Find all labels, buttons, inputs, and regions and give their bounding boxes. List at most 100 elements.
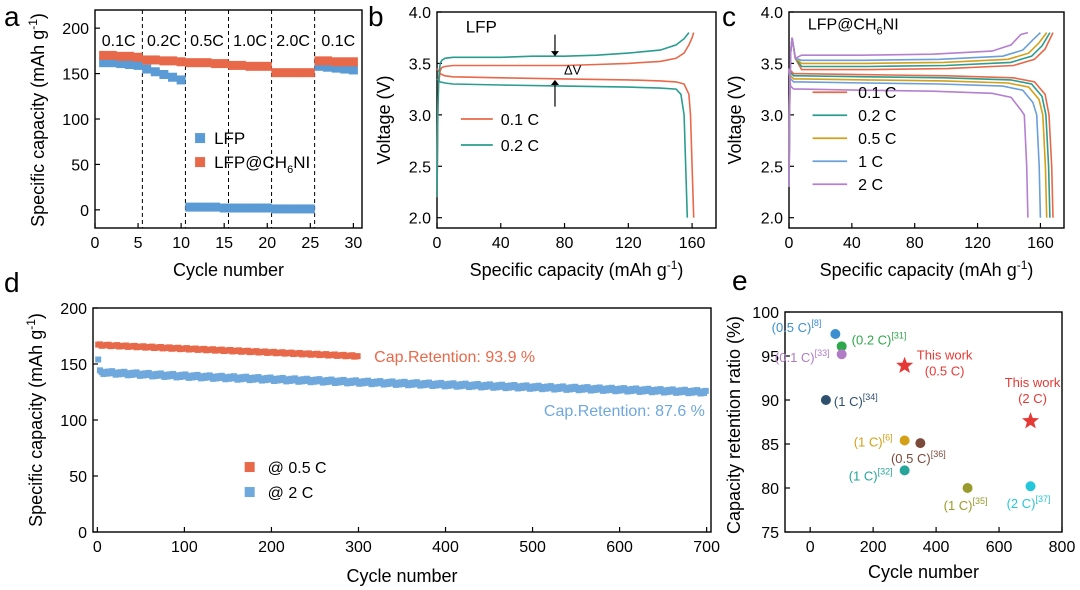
lfp-point — [176, 75, 186, 85]
text-part: Cycle number — [173, 260, 284, 280]
legend-label: @ 2 C — [268, 485, 314, 502]
x-tick-label: 0 — [433, 235, 442, 252]
text-part: Specific capacity (mAh g — [26, 330, 46, 527]
legend-marker — [195, 157, 206, 168]
y-tick-label: 150 — [62, 67, 89, 84]
y-tick-label: 200 — [60, 301, 87, 318]
text-part: ) — [26, 313, 46, 319]
superscript: [37] — [1035, 494, 1050, 504]
lfp-point — [168, 72, 178, 82]
lfp-point — [211, 202, 221, 212]
lfp-point — [331, 63, 341, 73]
arrow-head — [550, 51, 559, 57]
lfp-ch6ni-point — [279, 68, 289, 78]
y-tick-label: 85 — [761, 437, 779, 454]
y-tick-label: 100 — [60, 413, 87, 430]
x-tick-label: 0 — [785, 235, 794, 252]
lfp-ch6ni-point — [202, 58, 212, 68]
y-tick-label: 4.0 — [761, 5, 783, 22]
plot-frame — [784, 311, 1063, 533]
text-part: ) — [1027, 260, 1033, 280]
x-axis-label: Cycle number — [868, 562, 979, 582]
charge-curve — [436, 32, 690, 198]
x-tick-label: 600 — [986, 539, 1013, 556]
lfp-point — [340, 64, 350, 74]
lfp-point — [348, 65, 358, 75]
y-tick-label: 75 — [761, 525, 779, 542]
y-tick-label: 3.5 — [409, 56, 431, 73]
y-tick-label: 80 — [761, 481, 779, 498]
x-tick-label: 5 — [134, 235, 143, 252]
literature-point — [899, 465, 910, 476]
x-tick-label: 80 — [556, 235, 574, 252]
text-part: LFP@CH — [214, 153, 287, 172]
y-tick-label: 2.0 — [761, 211, 783, 228]
x-tick-label: 800 — [1049, 539, 1076, 556]
y-axis-label: Capacity retention ratio (%) — [724, 316, 744, 534]
x-tick-label: 300 — [345, 539, 372, 556]
superscript: [34] — [863, 392, 878, 402]
lfp-point — [271, 204, 281, 214]
superscript: -1 — [26, 19, 40, 30]
superscript: [33] — [815, 348, 830, 358]
y-tick-label: 100 — [752, 305, 779, 322]
legend-label: LFP@CH6NI — [214, 153, 310, 176]
text-part: Cycle number — [346, 566, 457, 586]
lfp-point — [219, 203, 229, 213]
x-tick-label: 200 — [860, 539, 887, 556]
x-axis-label: Cycle number — [346, 566, 457, 586]
this-work-label: (2 C) — [1018, 391, 1047, 406]
lfp-point — [236, 203, 246, 213]
this-work-label: This work — [1005, 375, 1061, 390]
y-tick-label: 50 — [71, 157, 89, 174]
text-part: Cycle number — [868, 562, 979, 582]
x-tick-label: 40 — [492, 235, 510, 252]
x-tick-label: 100 — [171, 539, 198, 556]
y-tick-label: 100 — [62, 112, 89, 129]
lfp-ch6ni-point — [159, 56, 169, 66]
legend-marker — [244, 487, 255, 498]
x-axis-label: Specific capacity (mAh g-1) — [470, 258, 684, 280]
y-tick-label: 3.0 — [409, 108, 431, 125]
retention-annotation: Cap.Retention: 93.9 % — [374, 349, 535, 366]
text-part: ) — [28, 13, 48, 19]
lfp-ch6ni-point — [142, 55, 152, 65]
panel-letter: c — [722, 1, 736, 32]
rate-label: 1.0C — [233, 33, 267, 50]
lfp-point — [323, 62, 333, 72]
rate-label: 0.2C — [147, 33, 181, 50]
lfp-point — [185, 202, 195, 212]
text-part: Capacity retention ratio (%) — [724, 316, 744, 534]
lfp-ch6ni-point — [314, 56, 324, 66]
rate-label: 2.0C — [276, 33, 310, 50]
lfp-point — [116, 59, 126, 69]
lfp-point — [193, 202, 203, 212]
lfp-ch6ni-point — [107, 50, 117, 60]
panel-letter: a — [4, 1, 20, 32]
delta-v-label: ΔV — [564, 63, 582, 78]
y-tick-label: 95 — [761, 349, 779, 366]
legend-label: 0.2 C — [501, 138, 539, 155]
y-axis-label: Voltage (V) — [374, 75, 394, 164]
text-part: (2 C) — [1007, 496, 1036, 511]
text-part: Voltage (V) — [374, 75, 394, 164]
panel-letter: b — [368, 1, 384, 32]
arrow-head — [550, 79, 559, 86]
lfp-point — [297, 204, 307, 214]
y-tick-label: 3.0 — [761, 108, 783, 125]
rate-label: 0.5C — [190, 33, 224, 50]
lfp-point — [288, 204, 298, 214]
x-tick-label: 160 — [1027, 235, 1054, 252]
superscript: -1 — [667, 258, 678, 272]
lfp-point — [245, 203, 255, 213]
literature-label: (0.5 C)[36] — [891, 449, 946, 466]
plot-frame — [436, 11, 717, 229]
panel-d: 0 100 200 300 400 500 600 700 0 50 100 150 200 Cap.Re… — [4, 267, 720, 586]
panel-letter: e — [732, 265, 748, 296]
lfp-point — [159, 69, 169, 79]
lfp-point — [133, 60, 143, 70]
lfp-ch6ni-point — [236, 60, 246, 70]
text-part: (0.2 C) — [852, 332, 892, 347]
rate-label: 0.1C — [102, 33, 136, 50]
